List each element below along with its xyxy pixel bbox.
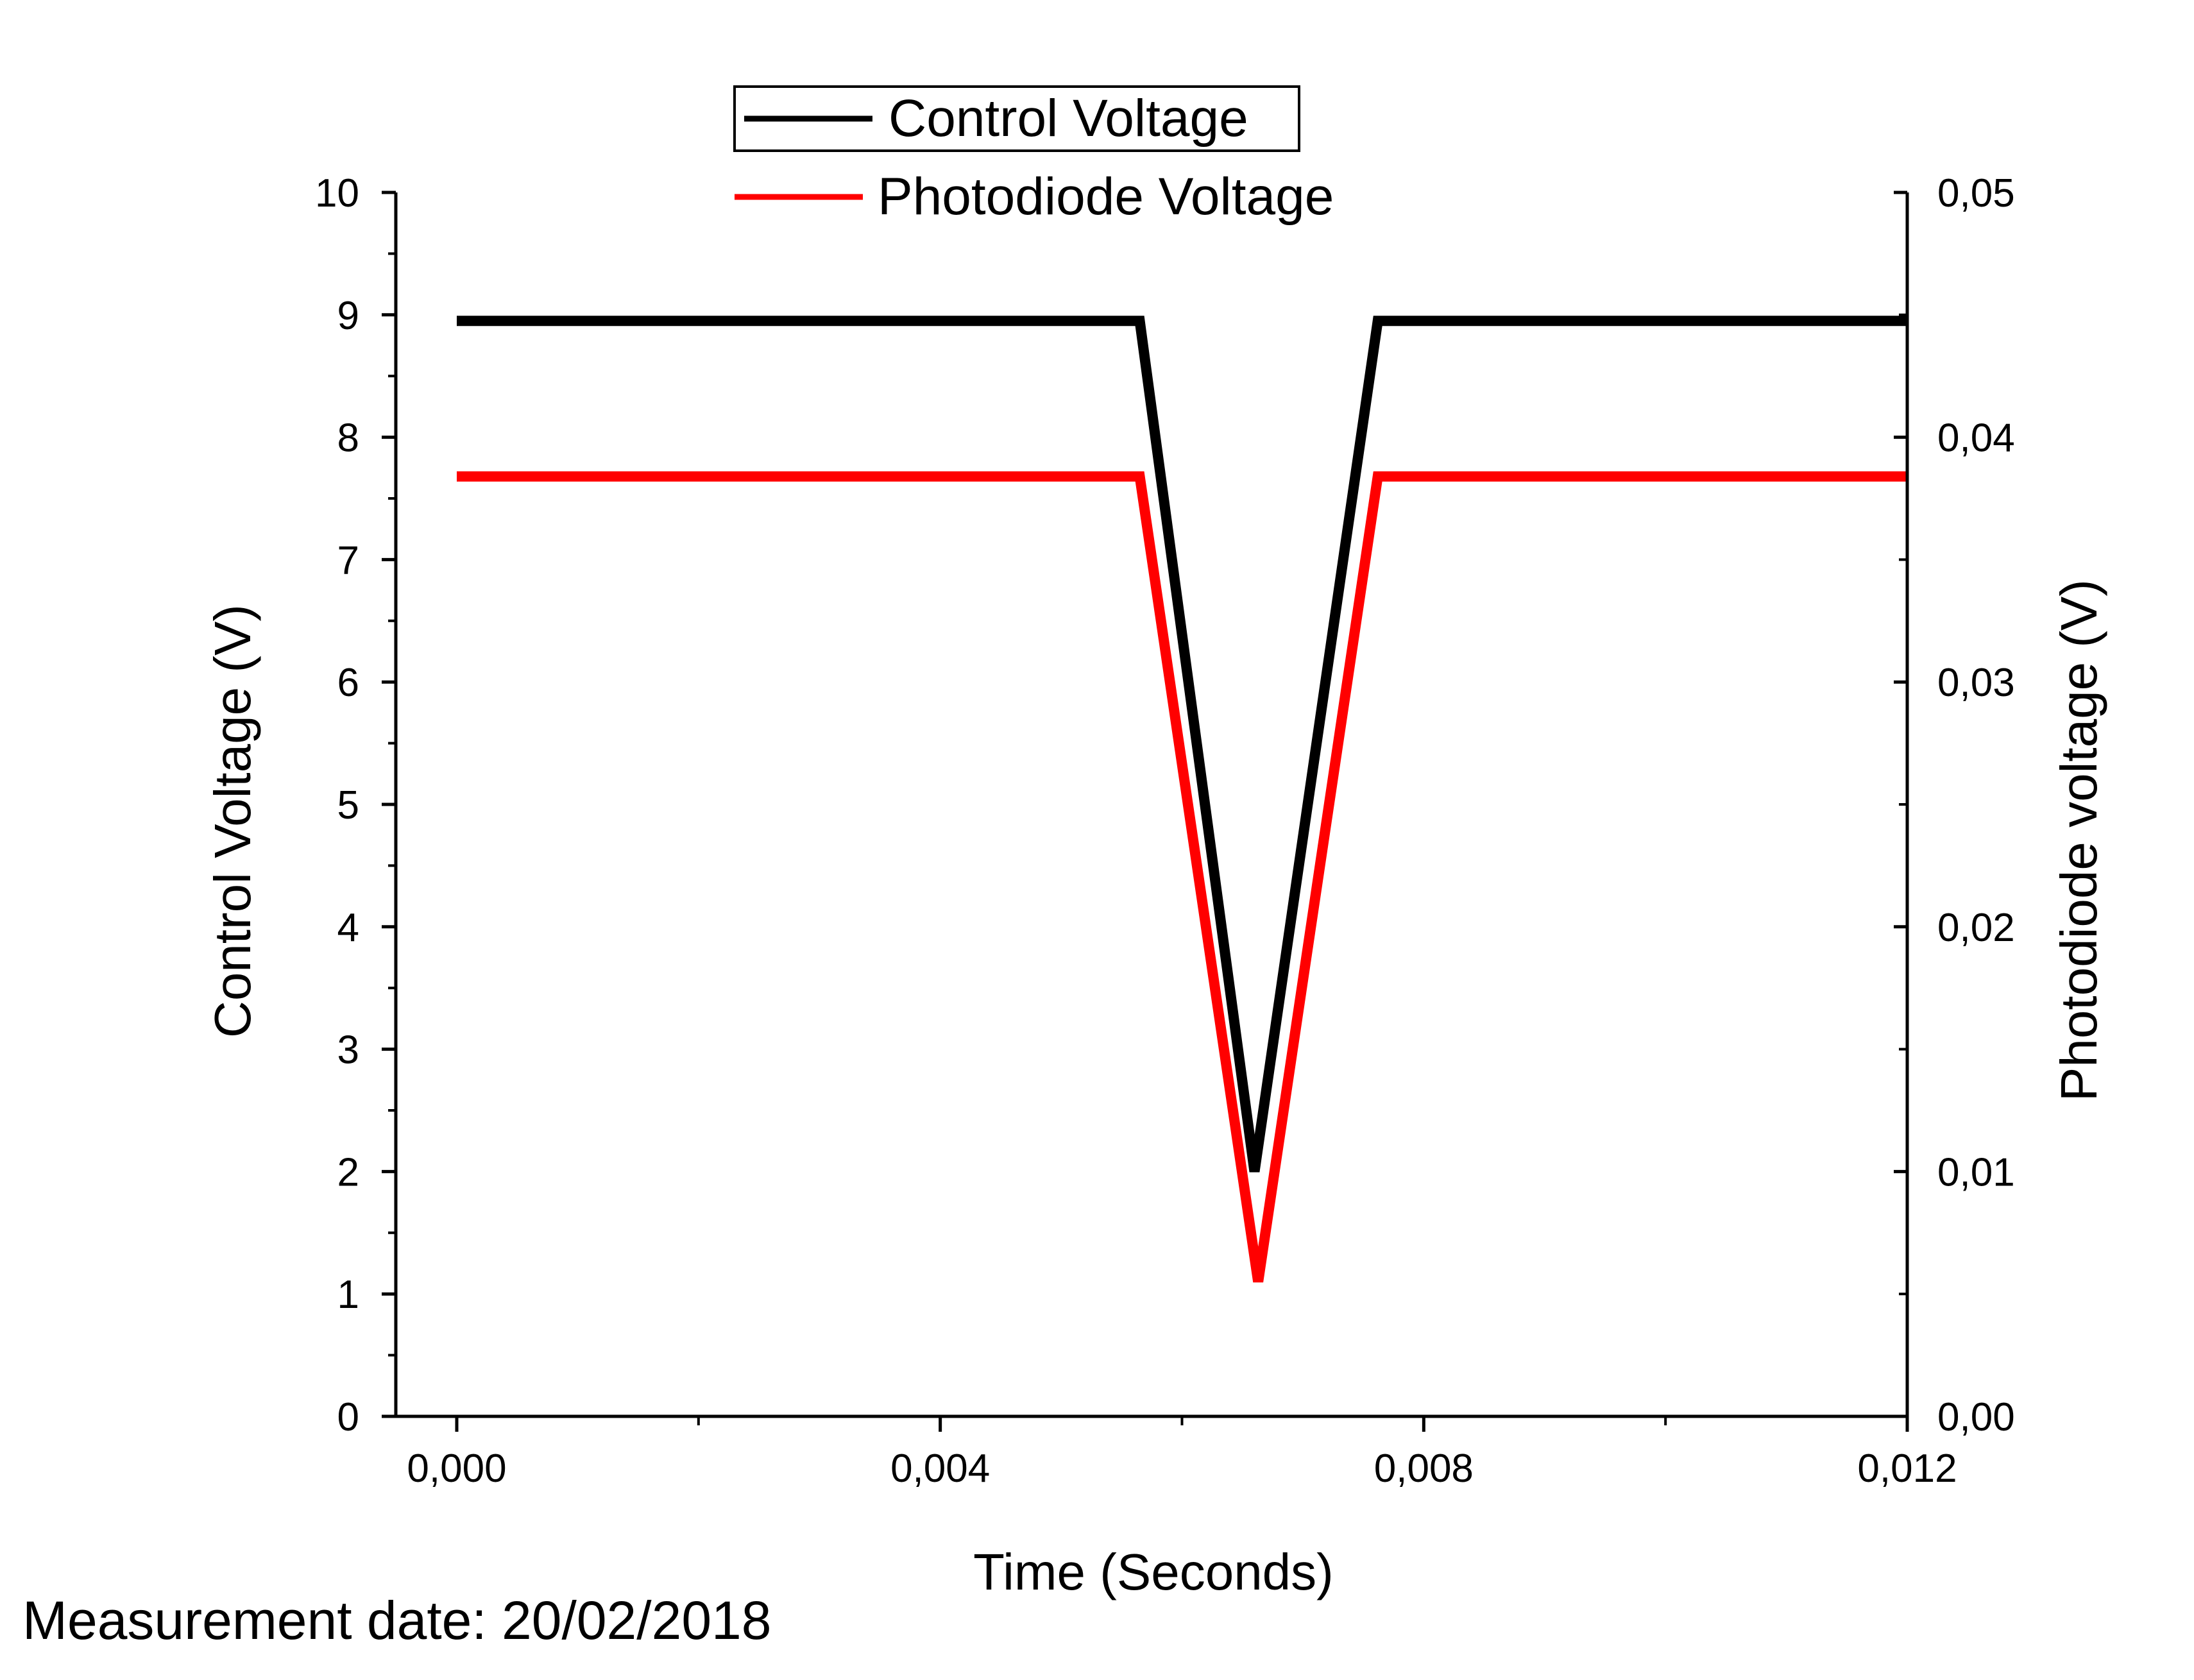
x-tick-label: 0,012 — [1857, 1447, 1957, 1491]
series-control-voltage-line — [457, 316, 1907, 1173]
tick-group: 0 1 2 3 4 5 6 7 8 9 10 0,00 0,01 0,02 0,03 0,04 0,05 0,00… — [315, 171, 2015, 1491]
y-left-tick-label: 6 — [337, 661, 359, 705]
legend: Control Voltage Photodiode Voltage — [733, 85, 1334, 226]
plot-area — [457, 316, 1907, 1283]
y-right-tick-label: 0,00 — [1937, 1395, 2015, 1439]
y-right-tick-label: 0,05 — [1937, 171, 2015, 216]
y-left-tick-label: 9 — [337, 294, 359, 338]
y-left-tick-label: 4 — [337, 906, 359, 950]
x-tick-label: 0,004 — [890, 1447, 990, 1491]
y-right-tick-label: 0,01 — [1937, 1150, 2015, 1194]
measurement-date: Measurement date: 20/02/2018 — [22, 1590, 771, 1650]
legend-label-control: Control Voltage — [889, 89, 1248, 148]
y-left-tick-label: 3 — [337, 1028, 359, 1073]
y-axis-right-title: Photodiode voltage (V) — [2050, 579, 2107, 1101]
legend-label-photodiode: Photodiode Voltage — [878, 167, 1334, 226]
y-right-tick-label: 0,02 — [1937, 906, 2015, 950]
y-left-tick-label: 0 — [337, 1395, 359, 1439]
x-axis-title: Time (Seconds) — [973, 1543, 1334, 1600]
y-left-tick-label: 7 — [337, 538, 359, 582]
y-axis-left-title: Control Voltage (V) — [204, 604, 261, 1038]
y-right-tick-label: 0,03 — [1937, 661, 2015, 705]
legend-box — [733, 85, 1300, 152]
y-left-tick-label: 8 — [337, 416, 359, 461]
series-photodiode-voltage-line — [457, 471, 1907, 1283]
y-left-tick-label: 1 — [337, 1273, 359, 1317]
y-right-tick-label: 0,04 — [1937, 416, 2015, 461]
y-left-tick-label: 5 — [337, 783, 359, 827]
y-left-tick-label: 2 — [337, 1150, 359, 1194]
x-tick-label: 0,008 — [1374, 1447, 1474, 1491]
x-tick-label: 0,000 — [407, 1447, 506, 1491]
y-left-tick-label: 10 — [315, 171, 359, 216]
